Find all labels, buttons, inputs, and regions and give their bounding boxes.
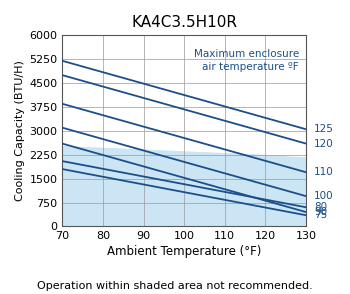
X-axis label: Ambient Temperature (°F): Ambient Temperature (°F): [107, 245, 261, 258]
Text: 125: 125: [314, 124, 334, 134]
Text: 90: 90: [314, 207, 327, 217]
Text: 100: 100: [314, 191, 334, 201]
Text: 75: 75: [314, 210, 328, 220]
Text: 110: 110: [314, 167, 334, 177]
Text: Maximum enclosure
air temperature ºF: Maximum enclosure air temperature ºF: [194, 49, 299, 72]
Title: KA4C3.5H10R: KA4C3.5H10R: [131, 15, 237, 30]
Polygon shape: [62, 147, 306, 226]
Y-axis label: Cooling Capacity (BTU/H): Cooling Capacity (BTU/H): [15, 61, 25, 201]
Polygon shape: [62, 147, 286, 226]
Text: 120: 120: [314, 138, 334, 148]
Text: 80: 80: [314, 202, 327, 212]
Text: Operation within shaded area not recommended.: Operation within shaded area not recomme…: [37, 281, 313, 291]
